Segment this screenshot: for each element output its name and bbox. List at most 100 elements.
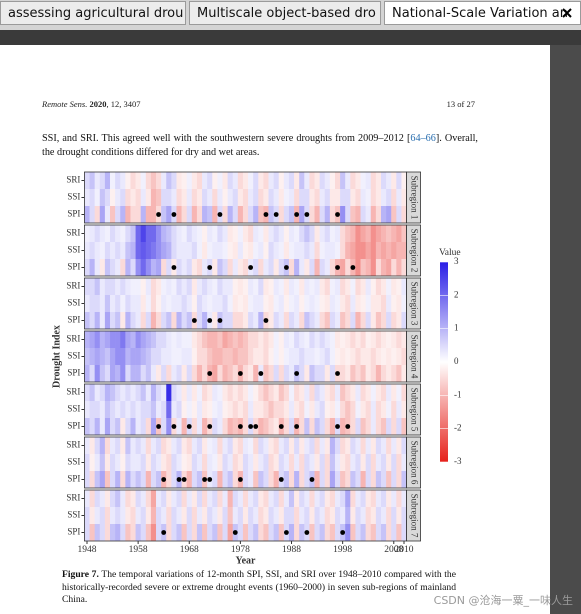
heat-cell bbox=[135, 490, 141, 507]
row-label: SSI bbox=[67, 298, 80, 308]
heat-cell bbox=[237, 384, 244, 401]
heat-cell bbox=[125, 524, 131, 541]
heat-cell bbox=[263, 278, 269, 295]
heat-cell bbox=[156, 365, 162, 382]
tab-active[interactable]: National-Scale Variation an bbox=[384, 1, 581, 25]
tab[interactable]: assessing agricultural drou bbox=[0, 1, 186, 25]
heat-cell bbox=[283, 295, 290, 312]
heat-cell bbox=[242, 454, 249, 471]
heat-cell bbox=[391, 471, 397, 488]
heat-cell bbox=[248, 490, 254, 507]
heat-cell bbox=[365, 454, 372, 471]
heat-cell bbox=[130, 384, 136, 401]
heat-cell bbox=[258, 312, 264, 329]
heat-cell bbox=[294, 437, 300, 454]
heat-cell bbox=[135, 365, 141, 382]
heat-cell bbox=[391, 331, 397, 348]
heat-cell bbox=[120, 471, 126, 488]
heat-cell bbox=[304, 507, 310, 524]
heat-cell bbox=[304, 418, 310, 435]
row-label: SSI bbox=[67, 351, 80, 361]
tab[interactable]: Multiscale object-based dro bbox=[189, 1, 381, 25]
heat-cell bbox=[130, 507, 136, 524]
heat-cell bbox=[345, 365, 351, 382]
heat-cell bbox=[94, 524, 101, 541]
heat-cell bbox=[99, 524, 106, 541]
heat-cell bbox=[253, 295, 259, 312]
heat-cell bbox=[314, 242, 320, 259]
heat-cell bbox=[345, 295, 351, 312]
heat-cell bbox=[150, 471, 157, 488]
row-label: SRI bbox=[66, 281, 80, 291]
heat-cell bbox=[329, 278, 336, 295]
heat-cell bbox=[237, 454, 244, 471]
heat-cell bbox=[334, 295, 341, 312]
heat-cell bbox=[253, 401, 259, 418]
heat-cell bbox=[319, 295, 326, 312]
heat-cell bbox=[258, 418, 264, 435]
heat-cell bbox=[99, 172, 106, 189]
heat-cell bbox=[370, 206, 377, 223]
heat-cell bbox=[104, 278, 111, 295]
heat-cell bbox=[166, 206, 172, 223]
heat-cell bbox=[104, 172, 111, 189]
heat-cell bbox=[309, 418, 315, 435]
heat-cell bbox=[232, 365, 239, 382]
heat-cell bbox=[89, 225, 95, 242]
close-icon[interactable] bbox=[0, 0, 581, 30]
heat-cell bbox=[181, 507, 188, 524]
heat-cell bbox=[314, 259, 320, 276]
heat-cell bbox=[319, 418, 326, 435]
heat-cell bbox=[248, 348, 254, 365]
heat-cell bbox=[120, 278, 126, 295]
heat-cell bbox=[263, 225, 269, 242]
heat-cell bbox=[166, 471, 172, 488]
heat-cell bbox=[130, 225, 136, 242]
heat-cell bbox=[135, 206, 141, 223]
citation[interactable]: 64–66 bbox=[410, 133, 436, 144]
heat-cell bbox=[314, 295, 320, 312]
heat-cell bbox=[253, 471, 259, 488]
heat-cell bbox=[314, 384, 320, 401]
heat-cell bbox=[288, 384, 295, 401]
heat-cell bbox=[391, 365, 397, 382]
heat-cell bbox=[263, 172, 269, 189]
heat-cell bbox=[115, 471, 121, 488]
heat-cell bbox=[304, 437, 310, 454]
heat-cell bbox=[89, 490, 95, 507]
drought-event bbox=[217, 318, 223, 323]
heat-cell bbox=[268, 242, 274, 259]
heat-cell bbox=[340, 384, 346, 401]
heat-cell bbox=[375, 348, 382, 365]
heat-cell bbox=[273, 331, 280, 348]
heat-cell bbox=[222, 225, 228, 242]
heat-cell bbox=[84, 331, 90, 348]
heat-cell bbox=[171, 331, 177, 348]
heat-cell bbox=[360, 189, 366, 206]
heat-cell bbox=[288, 331, 295, 348]
heat-cell bbox=[217, 172, 223, 189]
heat-cell bbox=[253, 189, 259, 206]
heat-cell bbox=[324, 189, 331, 206]
heat-cell bbox=[110, 401, 116, 418]
heat-cell bbox=[401, 278, 407, 295]
heat-cell bbox=[268, 507, 274, 524]
heat-cell bbox=[304, 278, 310, 295]
heat-cell bbox=[299, 454, 305, 471]
heat-cell bbox=[268, 454, 274, 471]
heat-cell bbox=[94, 454, 101, 471]
heat-cell bbox=[84, 454, 90, 471]
x-tick-label: 1958 bbox=[129, 545, 148, 555]
heat-cell bbox=[288, 172, 295, 189]
heat-cell bbox=[120, 507, 126, 524]
heat-cell bbox=[401, 524, 407, 541]
heat-cell bbox=[268, 331, 274, 348]
heat-cell bbox=[217, 295, 223, 312]
tab-title[interactable]: National-Scale Variation an bbox=[392, 6, 568, 21]
heat-cell bbox=[324, 259, 331, 276]
heat-cell bbox=[186, 471, 193, 488]
heat-cell bbox=[304, 348, 310, 365]
heat-cell bbox=[396, 242, 402, 259]
heat-cell bbox=[140, 507, 147, 524]
heat-cell bbox=[140, 365, 147, 382]
